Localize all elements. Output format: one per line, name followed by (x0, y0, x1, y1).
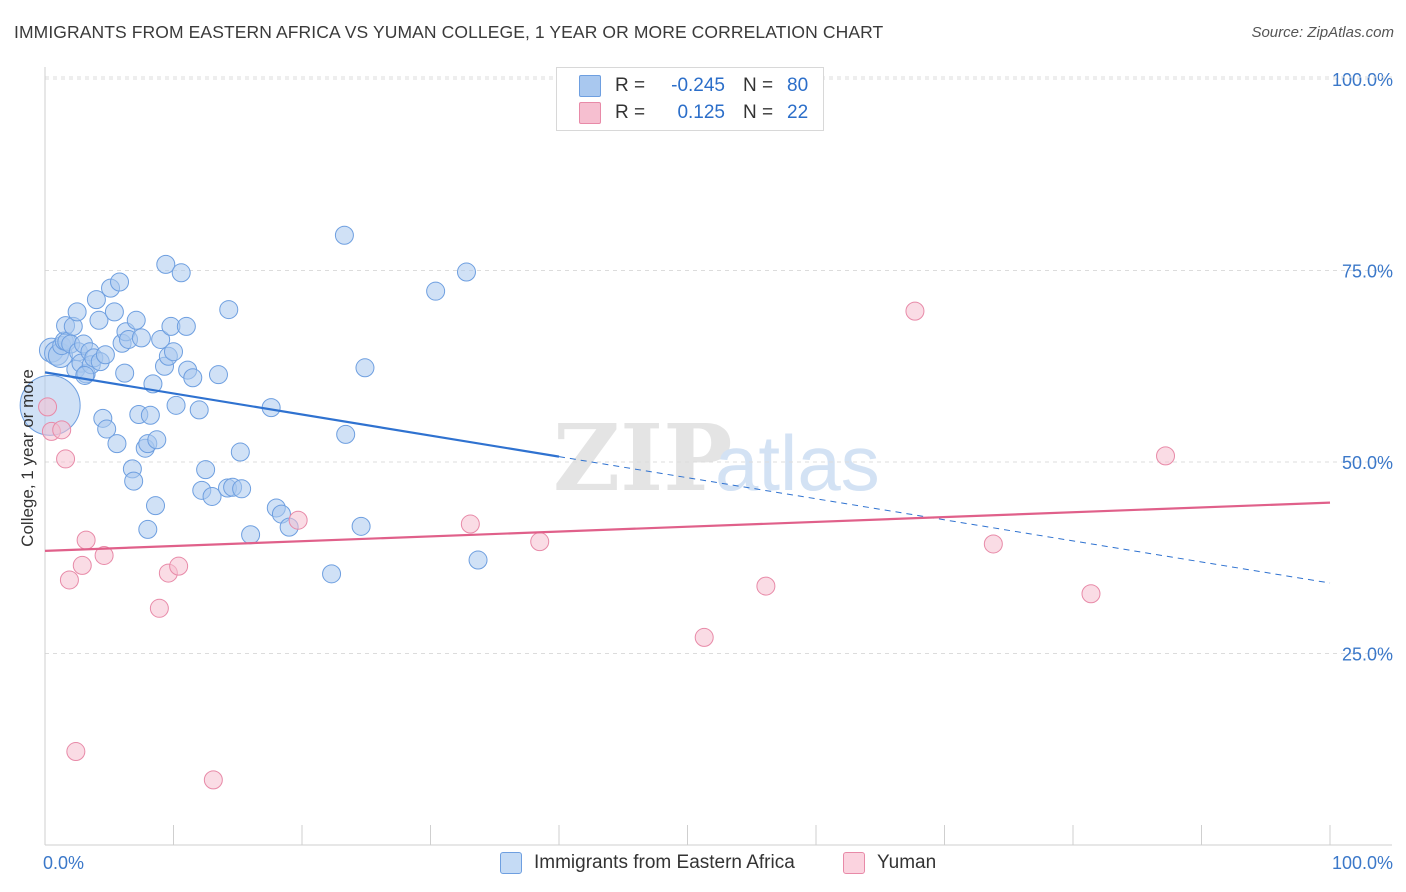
yuman-point[interactable] (56, 449, 76, 469)
yuman-point[interactable] (149, 598, 169, 618)
series-legend-item-eastern-africa[interactable]: Immigrants from Eastern Africa (500, 852, 795, 874)
eastern-africa-point[interactable] (426, 281, 446, 301)
eastern-africa-point[interactable] (219, 300, 239, 320)
yuman-point[interactable] (59, 570, 79, 590)
chart-title: IMMIGRANTS FROM EASTERN AFRICA VS YUMAN … (14, 22, 884, 42)
eastern-africa-point[interactable] (355, 358, 375, 378)
yuman-trendline (44, 501, 1331, 552)
eastern-africa-trendline (44, 371, 560, 458)
eastern-africa-point[interactable] (189, 400, 209, 420)
legend-n-value: 22 (787, 102, 809, 123)
eastern-africa-point[interactable] (230, 442, 250, 462)
correlation-legend: R = -0.245 N = 80 R = 0.125 N = 22 (556, 67, 824, 131)
watermark-atlas: atlas (715, 419, 880, 507)
yuman-point[interactable] (94, 545, 114, 565)
legend-swatch-eastern-africa (579, 75, 601, 97)
eastern-africa-point[interactable] (164, 342, 183, 362)
y-tick-label: 50.0% (1342, 453, 1393, 473)
yuman-point[interactable] (203, 770, 223, 790)
yuman-point[interactable] (1156, 446, 1176, 466)
eastern-africa-point[interactable] (110, 272, 130, 292)
eastern-africa-point[interactable] (176, 316, 196, 336)
series-label-eastern-africa: Immigrants from Eastern Africa (534, 852, 795, 873)
yuman-point[interactable] (72, 555, 92, 575)
eastern-africa-point[interactable] (131, 328, 151, 348)
yuman-point[interactable] (66, 742, 86, 762)
x-tick-label: 0.0% (43, 853, 84, 873)
eastern-africa-point[interactable] (232, 479, 252, 499)
eastern-africa-point[interactable] (208, 365, 228, 385)
eastern-africa-point[interactable] (468, 550, 488, 570)
yuman-point[interactable] (1081, 584, 1101, 604)
series-legend: Immigrants from Eastern Africa Yuman (0, 852, 1406, 878)
yuman-point[interactable] (460, 514, 480, 534)
legend-row-eastern-africa: R = -0.245 N = 80 (579, 74, 808, 98)
eastern-africa-point[interactable] (89, 310, 109, 330)
legend-r-label: R = (615, 75, 646, 96)
eastern-africa-point[interactable] (351, 516, 371, 536)
eastern-africa-point[interactable] (104, 302, 124, 322)
legend-row-yuman: R = 0.125 N = 22 (579, 101, 808, 125)
eastern-africa-point[interactable] (151, 329, 171, 349)
eastern-africa-point[interactable] (115, 363, 135, 383)
legend-r-label: R = (615, 102, 646, 123)
eastern-africa-point[interactable] (196, 460, 216, 480)
series-swatch-eastern-africa (500, 852, 522, 874)
yuman-point[interactable] (76, 530, 96, 550)
y-tick-label: 25.0% (1342, 645, 1393, 665)
yuman-point[interactable] (530, 532, 550, 552)
yuman-point[interactable] (756, 576, 776, 596)
legend-n-label: N = (743, 75, 774, 96)
eastern-africa-point[interactable] (140, 405, 160, 425)
eastern-africa-point[interactable] (336, 424, 356, 444)
eastern-africa-point[interactable] (75, 365, 95, 385)
eastern-africa-point[interactable] (67, 302, 87, 322)
eastern-africa-point[interactable] (124, 471, 144, 491)
eastern-africa-trendline-extension (558, 456, 1331, 584)
series-legend-item-yuman[interactable]: Yuman (843, 852, 936, 874)
source-label: Source: ZipAtlas.com (1251, 24, 1394, 41)
eastern-africa-point[interactable] (146, 496, 166, 516)
yuman-point[interactable] (169, 556, 189, 576)
yuman-point[interactable] (905, 301, 925, 321)
legend-swatch-yuman (579, 102, 601, 124)
eastern-africa-point[interactable] (322, 564, 342, 584)
y-axis-label: College, 1 year or more (18, 369, 37, 547)
eastern-africa-point[interactable] (95, 345, 115, 365)
yuman-point[interactable] (38, 397, 58, 417)
eastern-africa-point[interactable] (126, 310, 146, 330)
eastern-africa-point[interactable] (456, 262, 476, 282)
eastern-africa-point[interactable] (138, 519, 158, 539)
series-swatch-yuman (843, 852, 865, 874)
legend-r-value: -0.245 (671, 75, 725, 96)
eastern-africa-point[interactable] (156, 254, 176, 274)
eastern-africa-point[interactable] (183, 368, 203, 388)
legend-n-label: N = (743, 102, 774, 123)
y-tick-label: 100.0% (1332, 70, 1393, 90)
y-tick-label: 75.0% (1342, 262, 1393, 282)
eastern-africa-point[interactable] (202, 486, 222, 506)
eastern-africa-point[interactable] (107, 434, 127, 454)
eastern-africa-point[interactable] (147, 430, 167, 450)
yuman-point[interactable] (288, 510, 308, 530)
watermark-zip: ZIP (553, 404, 732, 512)
legend-r-value: 0.125 (677, 102, 725, 123)
eastern-africa-point[interactable] (241, 525, 261, 545)
eastern-africa-point[interactable] (166, 395, 186, 415)
eastern-africa-point[interactable] (334, 225, 354, 245)
x-tick-label: 100.0% (1332, 853, 1393, 873)
yuman-point[interactable] (52, 420, 72, 440)
yuman-point[interactable] (694, 627, 714, 647)
yuman-point[interactable] (983, 534, 1003, 554)
eastern-africa-point[interactable] (86, 290, 106, 310)
eastern-africa-point[interactable] (171, 263, 191, 283)
legend-n-value: 80 (787, 75, 809, 96)
series-label-yuman: Yuman (877, 852, 937, 873)
eastern-africa-point[interactable] (97, 419, 117, 439)
